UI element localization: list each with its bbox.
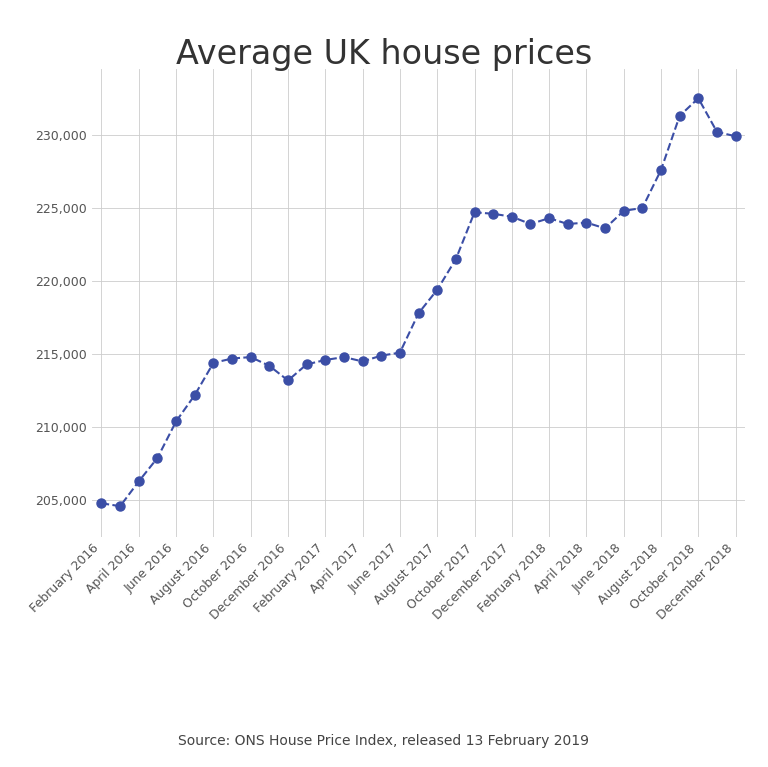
Text: Source: ONS House Price Index, released 13 February 2019: Source: ONS House Price Index, released … [178, 734, 590, 748]
Text: Average UK house prices: Average UK house prices [176, 38, 592, 71]
